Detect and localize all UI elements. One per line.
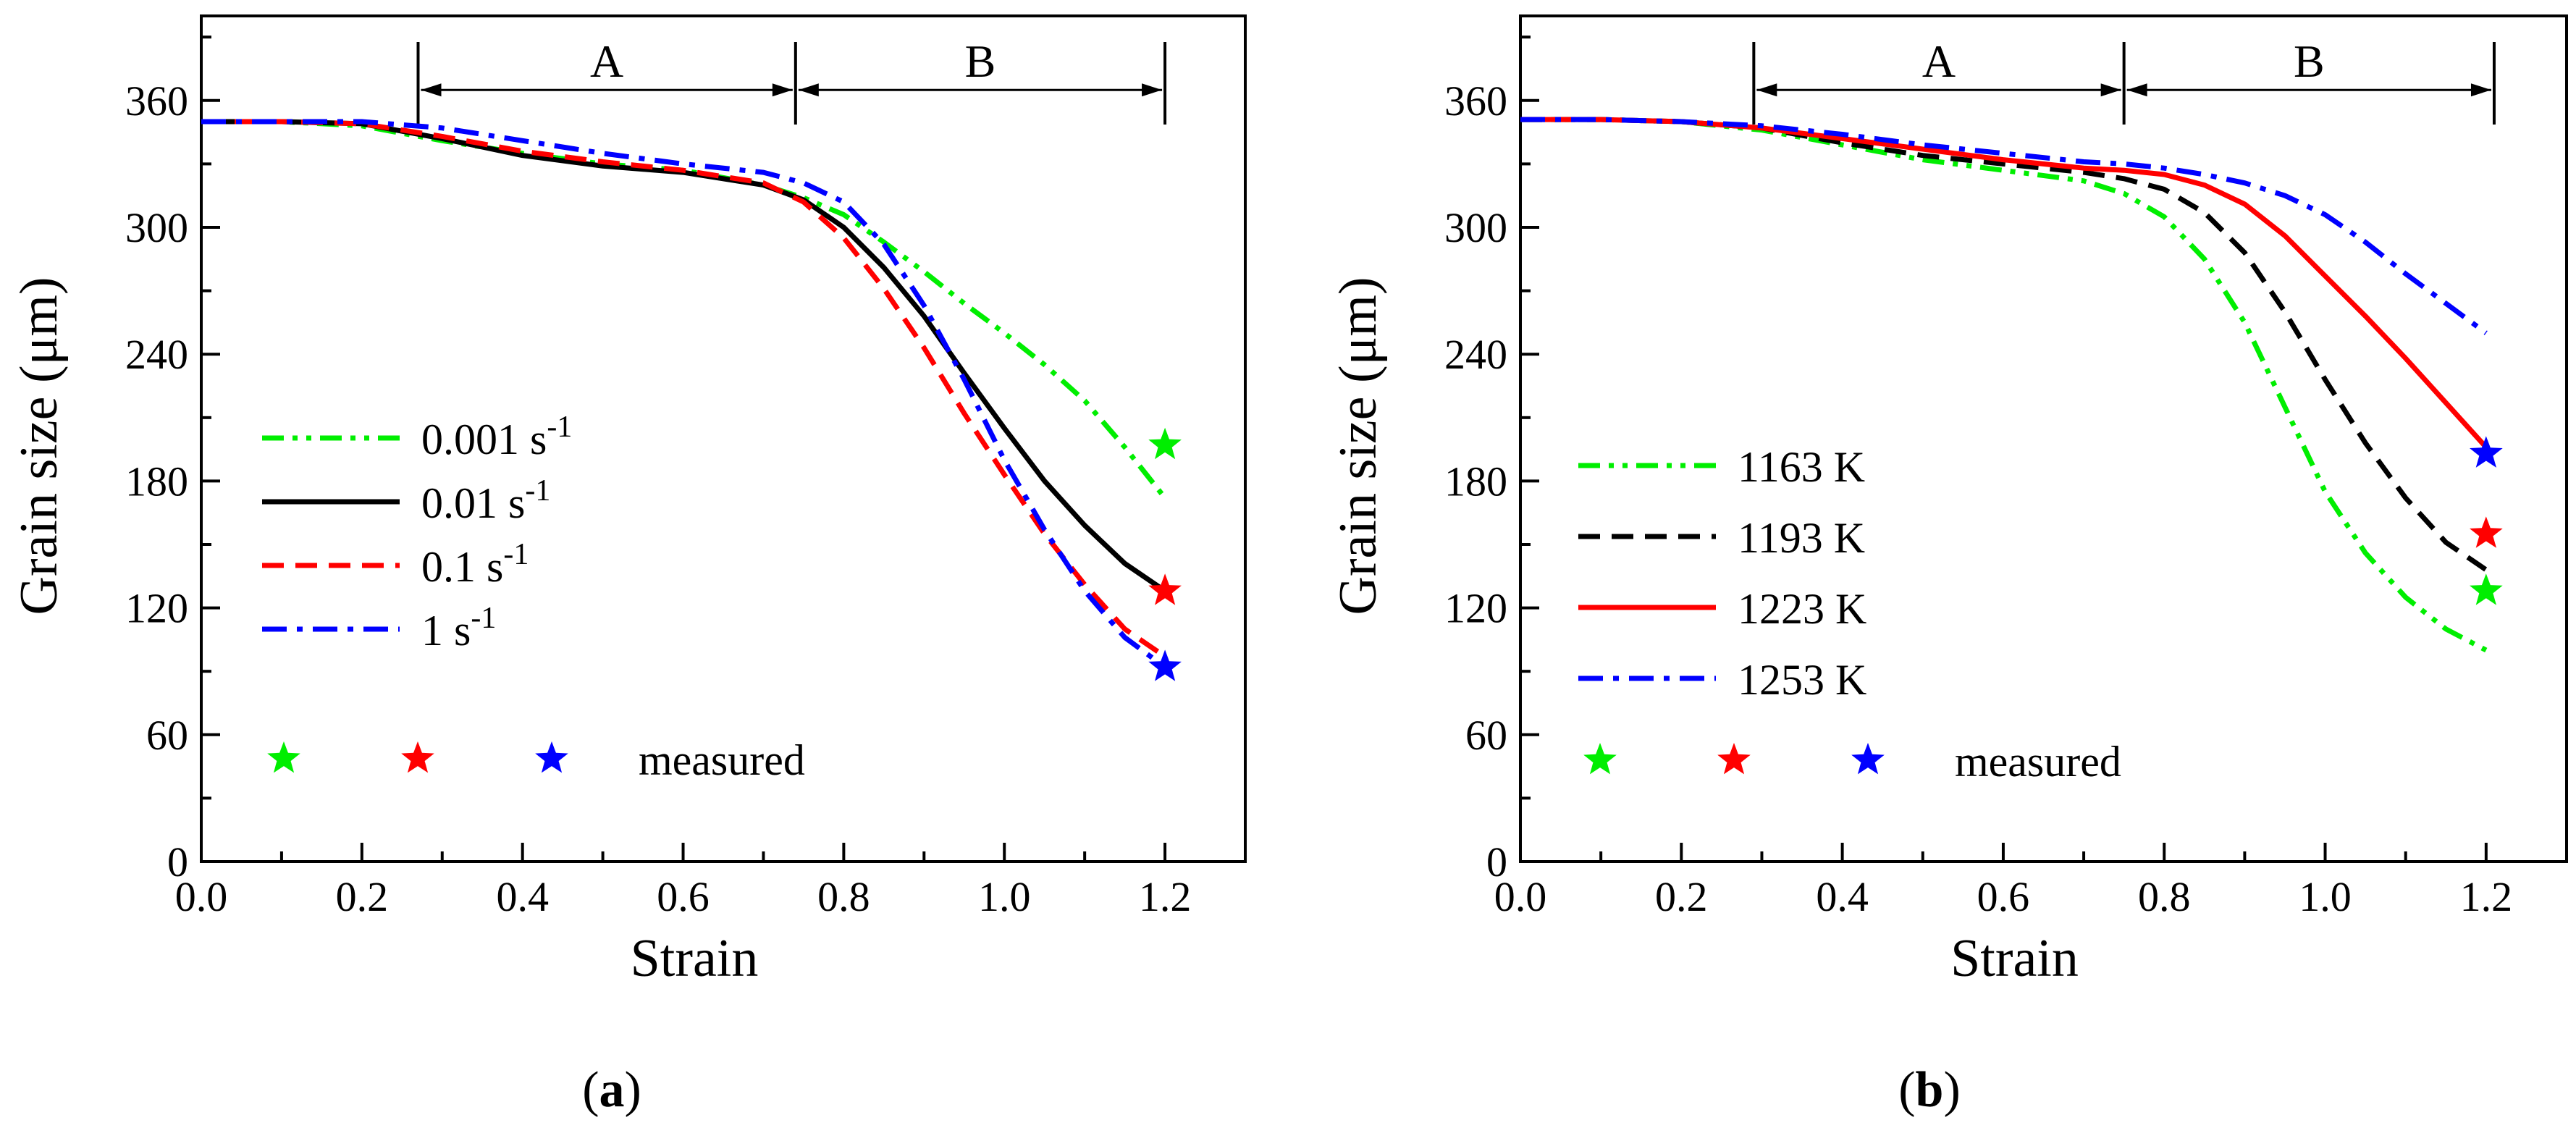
y-tick-label: 120 [1444,585,1507,632]
region-arrowhead-right [772,83,793,97]
panel-caption-open: ( [582,1062,599,1118]
region-arrowhead-right [2100,83,2121,97]
y-tick-label: 180 [125,458,188,505]
legend-label-text: 0.001 s [421,416,547,463]
panel-caption-letter: a [599,1062,625,1118]
legend-label-superscript: -1 [503,538,529,571]
measured-point-3 [2470,436,2503,468]
panel-caption-close: ) [1943,1062,1960,1118]
legend-label-superscript: -1 [471,602,496,635]
region-arrowhead-left [421,83,442,97]
legend-label-2: 0.01 s-1 [421,474,550,527]
y-tick-label: 240 [125,331,188,378]
x-tick-label: 0.4 [1816,873,1869,920]
panel-caption-close: ) [625,1062,641,1118]
legend-label-text: 1253 K [1738,656,1866,704]
x-tick-label: 0.2 [1655,873,1708,920]
plot-frame [200,14,1247,863]
legend-label-4: 1253 K [1738,656,1866,704]
x-tick-label: 0.6 [1977,873,2030,920]
x-tick-label: 1.0 [2299,873,2352,920]
y-tick-label: 240 [1444,331,1507,378]
x-tick-label: 1.2 [2460,873,2513,920]
y-axis-title: Grain size (μm) [9,277,69,615]
legend-label-text: 1 s [421,607,471,655]
x-axis-title: Strain [1950,929,2079,988]
legend-label-3: 0.1 s-1 [421,538,529,591]
measured-point-2 [1148,573,1182,605]
series-line-4 [201,119,1167,670]
series-line-3 [201,119,1167,659]
region-arrowhead-right [1142,83,1163,97]
x-tick-label: 0.4 [496,873,549,920]
legend-measured-star-1 [1583,743,1617,775]
region-label: A [1922,35,1956,87]
panel-caption: (b) [1898,1062,1961,1118]
legend-measured-star-2 [401,741,434,773]
measured-point-1 [2470,573,2503,605]
chart-panel-b: 0.0 0.2 0.4 0.6 0.8 1.0 1.2 0 60 120 180 240 300 360 S… [1329,14,2568,1118]
y-tick-label: 60 [146,712,188,759]
legend-label-2: 1193 K [1738,514,1865,562]
legend-label-4: 1 s-1 [421,602,496,655]
chart-panel-a: 0.0 0.2 0.4 0.6 0.8 1.0 1.2 0 60 120 180 240 300 360 S… [9,14,1247,1118]
series-line-3 [1520,117,2488,450]
y-tick-label: 0 [167,838,188,885]
legend-measured-star-2 [1717,743,1751,775]
legend-measured-label: measured [1955,738,2121,786]
legend-label-text: 1223 K [1738,585,1866,633]
legend-label-text: 0.1 s [421,543,503,591]
y-tick-label: 360 [125,77,188,125]
region-arrowhead-right [2470,83,2491,97]
x-tick-label: 0.0 [175,873,228,920]
legend-measured-label: measured [639,736,805,784]
legend-label-3: 1223 K [1738,585,1866,633]
y-tick-label: 120 [125,585,188,632]
y-axis-title: Grain size (μm) [1329,277,1388,615]
measured-point-1 [1148,427,1182,460]
y-tick-label: 360 [1444,77,1507,125]
series-line-2 [201,119,1167,594]
plot-frame [1519,14,2568,863]
legend-label-superscript: -1 [547,411,572,444]
legend-label-1: 1163 K [1738,443,1865,491]
region-arrowhead-left [2126,83,2147,97]
x-tick-label: 0.8 [817,873,870,920]
x-tick-label: 1.0 [978,873,1031,920]
y-tick-label: 180 [1444,458,1507,505]
legend-label-text: 1163 K [1738,443,1865,491]
measured-point-3 [1148,649,1182,681]
series-line-1 [201,119,1167,500]
panel-caption-open: ( [1898,1062,1915,1118]
x-tick-label: 0.8 [2138,873,2191,920]
series-line-1 [1520,117,2488,653]
legend-label-text: 1193 K [1738,514,1865,562]
panel-caption-letter: b [1916,1062,1944,1118]
series-line-4 [1520,117,2488,335]
region-label: B [2294,35,2325,87]
region-arrowhead-left [798,83,819,97]
x-axis-title: Strain [631,929,759,988]
y-tick-label: 300 [125,204,188,251]
panel-caption: (a) [582,1062,641,1118]
x-tick-label: 0.6 [657,873,710,920]
y-tick-label: 300 [1444,204,1507,251]
legend-measured-star-3 [535,741,568,773]
x-tick-label: 0.2 [336,873,389,920]
series-line-2 [1520,117,2488,572]
legend-label-1: 0.001 s-1 [421,411,572,463]
legend-label-text: 0.01 s [421,479,525,527]
region-label: B [965,35,996,87]
region-label: A [590,35,623,87]
x-tick-label: 1.2 [1139,873,1192,920]
legend-measured-star-1 [267,741,300,773]
measured-point-2 [2470,516,2503,548]
y-tick-label: 60 [1465,712,1507,759]
legend-label-superscript: -1 [525,474,550,508]
region-arrowhead-left [1756,83,1777,97]
legend-measured-star-3 [1851,743,1885,775]
y-tick-label: 0 [1486,838,1507,885]
x-tick-label: 0.0 [1494,873,1547,920]
